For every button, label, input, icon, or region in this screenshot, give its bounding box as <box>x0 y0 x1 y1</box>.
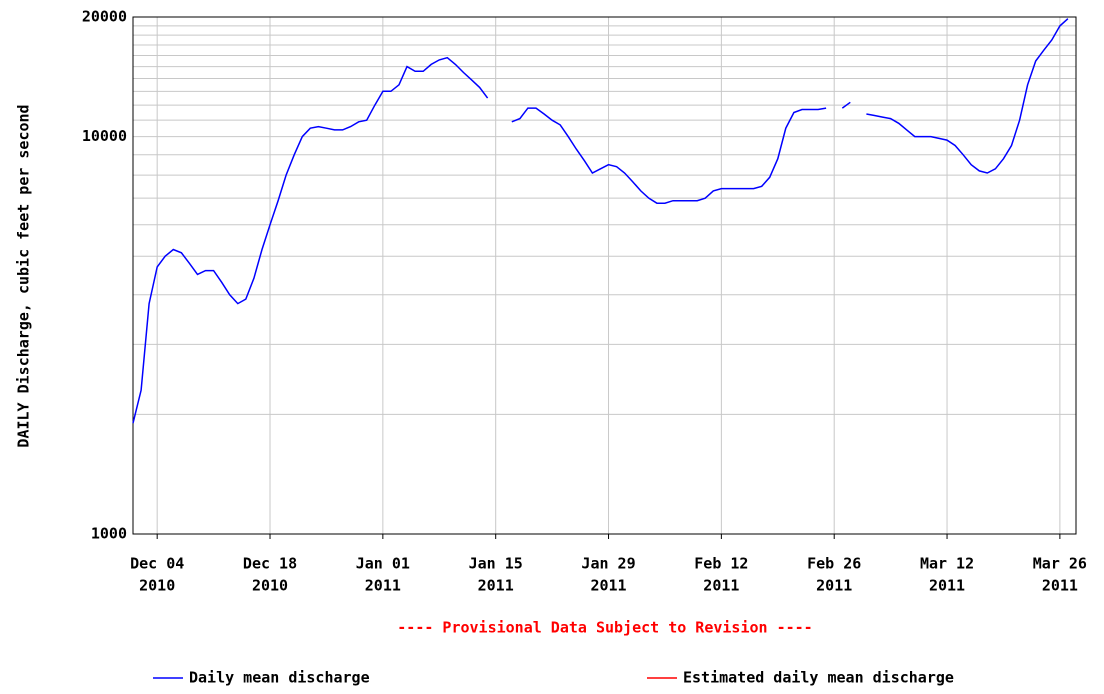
x-tick-label: Mar 12 <box>920 555 974 573</box>
series-line <box>132 18 1069 424</box>
x-tick-label: 2011 <box>1042 577 1078 595</box>
x-tick-label: 2011 <box>929 577 965 595</box>
x-tick-label: Jan 29 <box>581 555 635 573</box>
x-tick-label: 2011 <box>590 577 626 595</box>
legend-label: Estimated daily mean discharge <box>683 669 954 687</box>
x-tick-label: Jan 15 <box>469 555 523 573</box>
y-axis-label: DAILY Discharge, cubic feet per second <box>15 104 33 447</box>
y-tick-label: 10000 <box>82 127 127 145</box>
x-tick-label: 2011 <box>816 577 852 595</box>
y-tick-label: 20000 <box>82 8 127 26</box>
x-tick-label: 2010 <box>139 577 175 595</box>
x-tick-label: Jan 01 <box>356 555 410 573</box>
x-tick-label: 2011 <box>365 577 401 595</box>
x-tick-label: Feb 26 <box>807 555 861 573</box>
x-tick-label: Mar 26 <box>1033 555 1087 573</box>
x-tick-label: 2010 <box>252 577 288 595</box>
x-tick-label: 2011 <box>478 577 514 595</box>
plot-frame <box>132 16 1077 535</box>
x-tick-label: Dec 04 <box>130 555 184 573</box>
x-tick-label: 2011 <box>703 577 739 595</box>
footnote: ---- Provisional Data Subject to Revisio… <box>397 619 812 637</box>
legend-label: Daily mean discharge <box>189 669 370 687</box>
x-tick-label: Feb 12 <box>694 555 748 573</box>
y-tick-label: 1000 <box>91 525 127 543</box>
x-tick-label: Dec 18 <box>243 555 297 573</box>
